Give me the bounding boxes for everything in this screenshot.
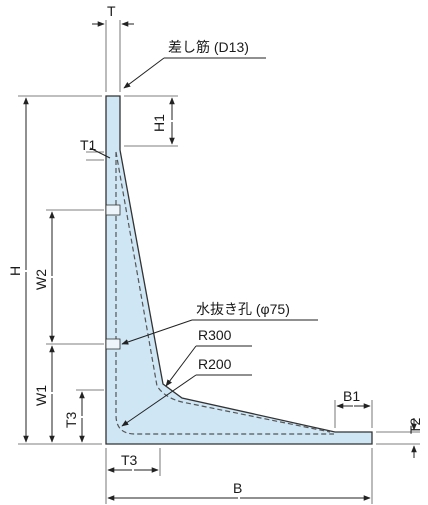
wall-body <box>105 95 373 445</box>
drain-hole-lower <box>105 338 121 350</box>
label-t-top: T <box>107 3 116 19</box>
label-drain-hole: 水抜き孔 (φ75) <box>196 301 290 317</box>
rebar-dashed-line <box>115 151 334 435</box>
label-b: B <box>233 480 242 496</box>
label-r300: R300 <box>198 327 232 343</box>
label-h1: H1 <box>151 114 167 132</box>
label-b1: B1 <box>343 388 360 404</box>
label-w2: W2 <box>33 269 49 290</box>
label-t3-vertical: T3 <box>63 411 79 428</box>
label-t3-horizontal: T3 <box>121 452 138 468</box>
label-h: H <box>7 266 23 276</box>
label-rebar: 差し筋 (D13) <box>168 39 249 55</box>
label-w1: W1 <box>33 385 49 406</box>
label-r200: R200 <box>198 356 232 372</box>
label-t2: T2 <box>407 417 423 434</box>
drain-hole-upper <box>105 204 121 216</box>
label-t1: T1 <box>80 137 97 153</box>
